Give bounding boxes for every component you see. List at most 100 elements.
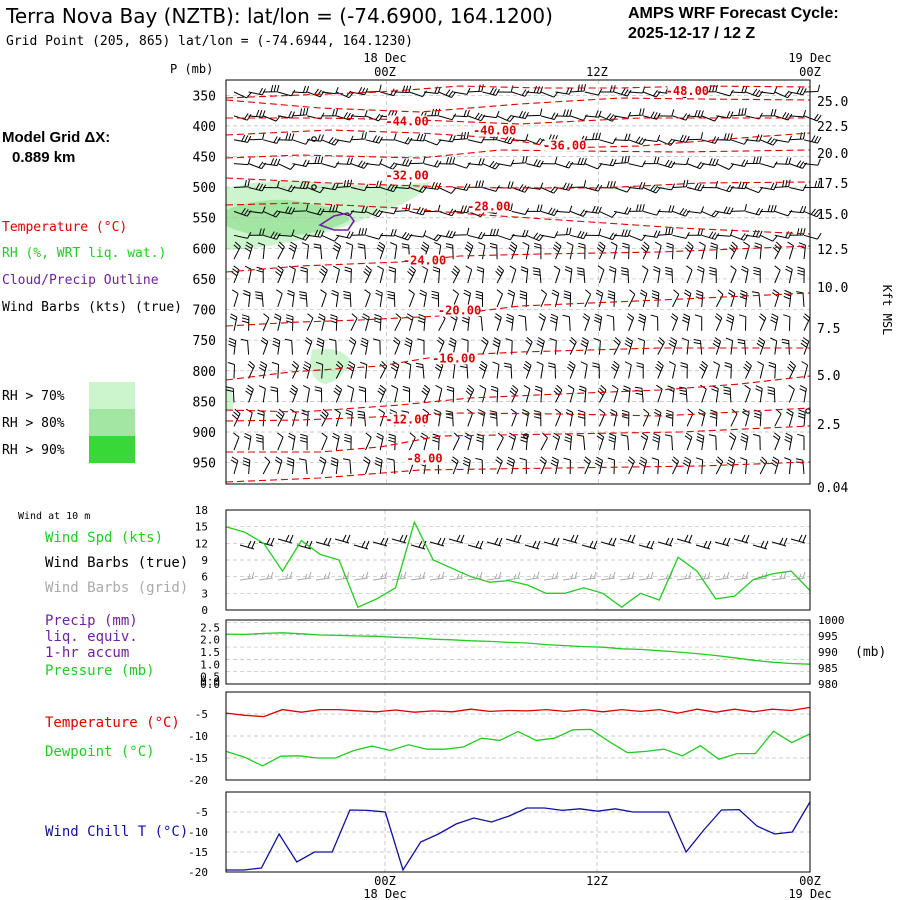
wind-barb [803, 232, 822, 240]
wind-barb [741, 265, 749, 284]
axis-tick-label: -15 [188, 846, 208, 859]
wind-barb [745, 207, 764, 216]
true-wind-barb [733, 534, 750, 544]
axis-tick-label: 9 [201, 554, 208, 567]
wind-barb [445, 410, 454, 427]
wind-barb [519, 290, 528, 307]
wind-barb [683, 289, 692, 308]
wind-barb [328, 338, 337, 355]
grid-wind-barb [372, 571, 388, 581]
wind-barb [628, 204, 645, 212]
wind-barb [242, 457, 251, 475]
wind-barb [726, 313, 735, 331]
wind-barb [461, 338, 469, 355]
wind-barb [321, 87, 339, 95]
wind-barb [482, 228, 499, 237]
wind-barb [321, 182, 339, 191]
wind-barb [277, 184, 296, 193]
wind-barb [438, 157, 456, 165]
wind-barb [772, 241, 782, 260]
cloud-dot [311, 136, 317, 142]
true-wind-barb [448, 534, 465, 544]
wind-barb [797, 433, 805, 451]
wind-barb [504, 362, 513, 379]
wind-barb [760, 161, 778, 168]
wind-barb [753, 266, 761, 283]
height-tick-label: 10.0 [817, 281, 848, 296]
wind-barb [438, 113, 457, 121]
grid-wind-barb [296, 571, 312, 581]
pressure-tick-label: 700 [193, 304, 216, 319]
wind-barb [642, 265, 649, 284]
true-wind-barb [391, 534, 408, 544]
true-wind-barb [372, 537, 389, 547]
temperature-contour-label: -36.00 [543, 138, 586, 152]
height-tick-label: 22.5 [817, 120, 848, 135]
wind-barb [636, 362, 644, 379]
wind-barb [716, 110, 734, 119]
wind-barb [728, 432, 737, 451]
wind-barb [506, 313, 514, 331]
wind-barb [567, 384, 575, 403]
pressure-tick-label: 995 [818, 630, 838, 643]
wind-barb [540, 207, 559, 216]
rh80-area [226, 199, 350, 236]
wind-barb [478, 241, 486, 260]
wind-barb [606, 314, 615, 331]
wind-barb [277, 110, 295, 119]
wind-barb [511, 184, 530, 193]
wind-barb [539, 456, 547, 475]
true-wind-barb [505, 534, 522, 544]
wind-barb [350, 313, 358, 332]
wind-barb [626, 313, 635, 331]
pressure-tick-label: 650 [193, 273, 216, 288]
grid-point-label: Grid Point (205, 865) lat/lon = (-74.694… [6, 34, 413, 49]
wind-barb [759, 234, 778, 242]
wind-barb [417, 338, 425, 355]
temperature-contour-label: -20.00 [438, 304, 481, 318]
wind-barb [701, 158, 719, 167]
wind-barb [438, 89, 457, 98]
wind-barb [789, 205, 807, 214]
wind-barb [409, 133, 427, 142]
wind-barb [664, 434, 673, 451]
wind-barb [231, 289, 239, 308]
axis-tick-label: -15 [188, 752, 208, 765]
wind-barb [665, 409, 674, 427]
wind-barb [365, 180, 382, 188]
wind-barb [315, 361, 324, 379]
wind-barb [770, 456, 780, 475]
legend-temperature-2: Temperature (°C) [45, 715, 180, 731]
wind-barb [756, 337, 766, 355]
wind-barb [774, 90, 793, 99]
wind-barb [372, 338, 381, 355]
station-title: Terra Nova Bay (NZTB): lat/lon = (-74.69… [5, 4, 553, 28]
height-tick-label: 25.0 [817, 95, 848, 110]
wind-barb [495, 456, 503, 475]
wind-barb [533, 410, 542, 427]
wind-barb [394, 181, 412, 189]
wind-barb [263, 136, 281, 144]
wind-barb [738, 314, 747, 331]
wind-barb [686, 265, 693, 284]
wind-barb [564, 266, 573, 284]
wind-barb [570, 180, 587, 188]
precip-tick-label: 0.0 [200, 676, 220, 689]
wind-barb [257, 242, 265, 260]
true-wind-barb [353, 540, 370, 550]
wind-barb [431, 290, 440, 307]
temperature-contour-line [225, 375, 811, 413]
wind-speed-line [225, 520, 811, 609]
wind-barb [701, 180, 719, 189]
wind-barb [233, 157, 251, 166]
pressure-tick-label: 500 [193, 181, 216, 196]
wind-barb [774, 157, 792, 165]
pressure-tick-label: 990 [818, 646, 838, 659]
wind-barb [292, 85, 310, 94]
wind-barb [362, 313, 370, 331]
wind-barb [226, 386, 235, 403]
wind-barb [803, 158, 821, 166]
wind-barb [613, 155, 630, 165]
wind-barb [432, 433, 440, 451]
